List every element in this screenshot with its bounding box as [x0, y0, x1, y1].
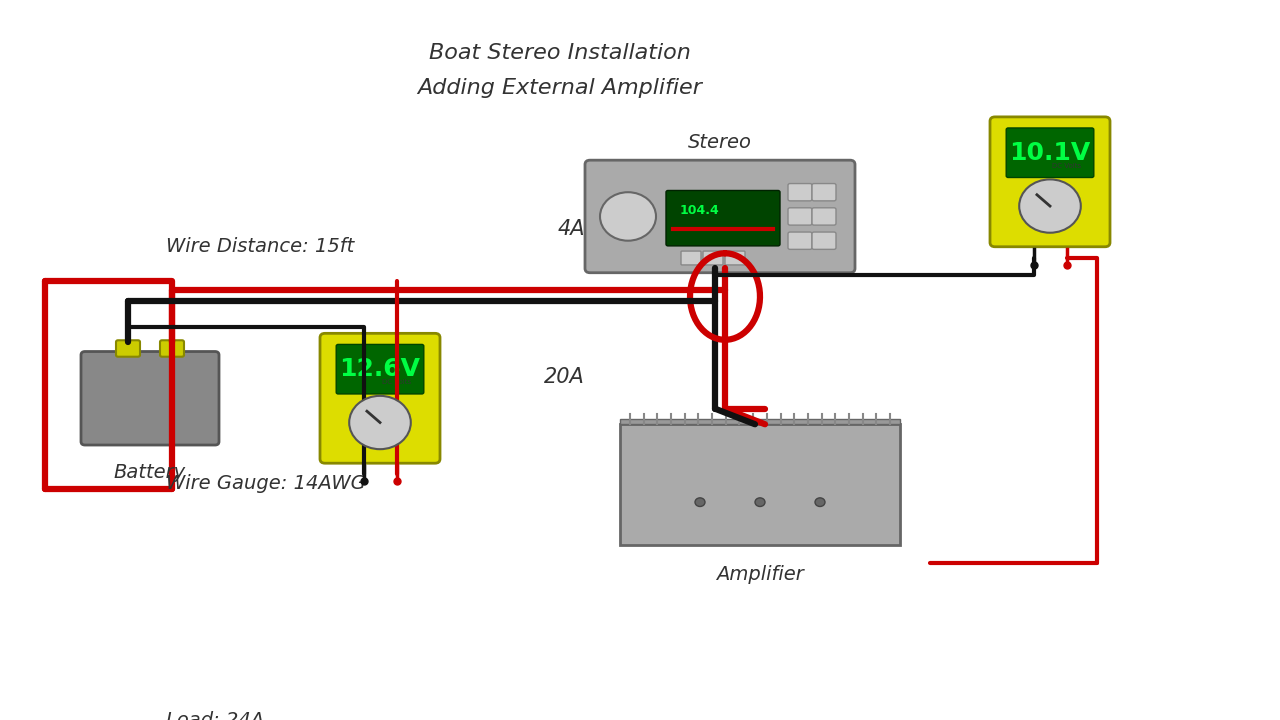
Text: Wire Gauge: 14AWG: Wire Gauge: 14AWG — [166, 474, 366, 492]
Bar — [620, 419, 900, 424]
Circle shape — [815, 498, 826, 506]
Text: Wire Distance: 15ft: Wire Distance: 15ft — [166, 237, 355, 256]
FancyBboxPatch shape — [620, 424, 900, 546]
FancyBboxPatch shape — [116, 341, 140, 356]
Text: DC Volts: DC Volts — [381, 379, 411, 385]
FancyBboxPatch shape — [724, 251, 745, 265]
Circle shape — [755, 498, 765, 506]
Text: Amplifier: Amplifier — [716, 564, 804, 583]
Text: Stereo: Stereo — [689, 132, 751, 151]
Circle shape — [695, 498, 705, 506]
Circle shape — [600, 192, 657, 240]
Text: 104.4: 104.4 — [680, 204, 719, 217]
Text: Load: 24A: Load: 24A — [166, 711, 265, 720]
FancyBboxPatch shape — [812, 232, 836, 249]
FancyBboxPatch shape — [1006, 128, 1094, 178]
FancyBboxPatch shape — [703, 251, 723, 265]
FancyBboxPatch shape — [788, 184, 812, 201]
FancyBboxPatch shape — [812, 184, 836, 201]
Text: 10.1V: 10.1V — [1010, 140, 1091, 165]
Text: Boat Stereo Installation: Boat Stereo Installation — [429, 43, 691, 63]
Circle shape — [349, 396, 411, 449]
FancyBboxPatch shape — [788, 208, 812, 225]
FancyBboxPatch shape — [681, 251, 701, 265]
Text: 4A: 4A — [558, 220, 585, 240]
FancyBboxPatch shape — [989, 117, 1110, 247]
Circle shape — [1019, 179, 1080, 233]
Text: 20A: 20A — [544, 366, 585, 387]
FancyBboxPatch shape — [666, 191, 780, 246]
Text: Battery: Battery — [114, 463, 186, 482]
Text: Adding External Amplifier: Adding External Amplifier — [417, 78, 703, 98]
FancyBboxPatch shape — [812, 208, 836, 225]
Text: 12.6V: 12.6V — [339, 357, 421, 381]
Text: DC Volts: DC Volts — [1052, 163, 1080, 169]
FancyBboxPatch shape — [337, 344, 424, 394]
FancyBboxPatch shape — [320, 333, 440, 463]
FancyBboxPatch shape — [160, 341, 184, 356]
FancyBboxPatch shape — [788, 232, 812, 249]
FancyBboxPatch shape — [585, 160, 855, 273]
FancyBboxPatch shape — [81, 351, 219, 445]
